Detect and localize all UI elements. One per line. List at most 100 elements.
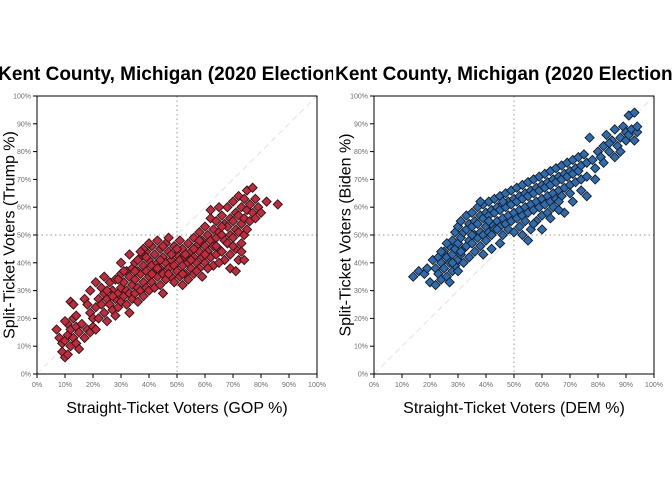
- data-point: [157, 240, 169, 252]
- data-point: [438, 263, 450, 274]
- data-point: [553, 204, 565, 216]
- x-tick-label: 30%: [114, 382, 128, 389]
- data-point: [421, 263, 433, 274]
- data-point: [101, 285, 113, 296]
- data-point: [517, 229, 528, 241]
- data-point: [575, 185, 587, 196]
- diagonal-line: [36, 95, 318, 375]
- y-tick-label: 80%: [354, 149, 368, 156]
- data-point: [84, 285, 96, 296]
- data-point: [216, 246, 228, 257]
- data-point: [497, 229, 509, 241]
- y-tick-label: 70%: [354, 177, 368, 184]
- data-point: [255, 207, 267, 218]
- y-tick-label: 70%: [17, 177, 31, 184]
- y-axis-title: Split-Ticket Voters (Trump %): [2, 131, 19, 339]
- x-tick-label: 70%: [226, 382, 240, 389]
- data-point: [163, 268, 174, 280]
- data-point: [407, 271, 419, 282]
- data-point: [477, 249, 489, 260]
- data-point: [152, 263, 163, 274]
- data-point: [536, 224, 548, 235]
- data-point: [191, 265, 202, 277]
- y-tick-label: 20%: [354, 316, 368, 323]
- data-point: [508, 226, 520, 238]
- data-point: [132, 296, 144, 307]
- data-point: [466, 229, 478, 241]
- data-point: [202, 263, 214, 274]
- data-point: [216, 210, 228, 221]
- data-point: [519, 215, 531, 227]
- data-point: [96, 299, 107, 310]
- data-point: [631, 121, 643, 132]
- y-tick-label: 80%: [17, 149, 31, 156]
- data-point: [154, 254, 166, 266]
- y-tick-label: 100%: [13, 94, 31, 101]
- data-point: [452, 265, 464, 277]
- y-tick-label: 90%: [354, 121, 368, 128]
- data-point: [463, 252, 475, 263]
- data-point: [514, 221, 525, 232]
- data-point: [196, 271, 208, 282]
- data-point: [90, 277, 102, 288]
- data-point: [90, 324, 102, 335]
- y-tick-label: 30%: [354, 288, 368, 295]
- data-point: [455, 215, 467, 227]
- data-point: [230, 265, 242, 277]
- data-point: [227, 215, 239, 227]
- data-point: [205, 204, 216, 216]
- data-point: [581, 171, 593, 182]
- data-point: [458, 257, 469, 269]
- x-tick-label: 90%: [282, 382, 296, 389]
- data-point: [82, 299, 93, 310]
- data-point: [609, 151, 621, 163]
- data-point: [51, 324, 62, 335]
- data-point: [250, 213, 261, 224]
- data-point: [101, 315, 113, 327]
- data-point: [486, 229, 497, 241]
- data-point: [601, 129, 612, 141]
- data-point: [98, 307, 110, 319]
- data-point: [589, 174, 601, 185]
- data-point: [216, 221, 228, 232]
- data-point: [79, 332, 90, 344]
- data-point: [578, 149, 590, 160]
- data-point: [73, 343, 85, 355]
- data-point: [472, 218, 483, 230]
- data-point: [132, 254, 144, 266]
- data-point: [227, 196, 239, 207]
- data-point: [124, 249, 135, 260]
- data-point: [152, 235, 163, 246]
- data-point: [261, 196, 272, 207]
- data-point: [177, 268, 188, 280]
- data-point: [584, 132, 595, 143]
- data-point: [444, 277, 455, 288]
- data-point: [564, 188, 576, 199]
- x-tick-label: 70%: [563, 382, 577, 389]
- data-point: [466, 238, 478, 249]
- data-point: [589, 163, 601, 174]
- data-point: [250, 193, 261, 205]
- data-point: [213, 257, 225, 269]
- chart-title: Kent County, Michigan (2020 Election): [335, 64, 672, 85]
- x-tick-label: 60%: [198, 382, 212, 389]
- x-tick-label: 60%: [535, 382, 549, 389]
- data-point: [112, 274, 124, 285]
- data-point: [146, 268, 158, 280]
- panel-dem: 0% 10% 20% 30% 40% 50% 60% 70% 80% 90% 100% 0% 10% 20…: [338, 94, 663, 418]
- data-point: [185, 254, 197, 266]
- data-point: [188, 243, 200, 255]
- data-point: [236, 246, 247, 257]
- points-gop: [51, 182, 284, 363]
- diagonal-line: [373, 95, 655, 375]
- data-point: [143, 238, 155, 249]
- data-point: [475, 240, 486, 252]
- x-tick-label: 0%: [32, 382, 42, 389]
- data-point: [631, 126, 643, 138]
- data-point: [629, 135, 640, 146]
- y-tick-label: 10%: [17, 344, 31, 351]
- data-point: [107, 290, 118, 302]
- data-point: [168, 277, 180, 288]
- data-point: [238, 193, 250, 205]
- data-point: [545, 213, 556, 224]
